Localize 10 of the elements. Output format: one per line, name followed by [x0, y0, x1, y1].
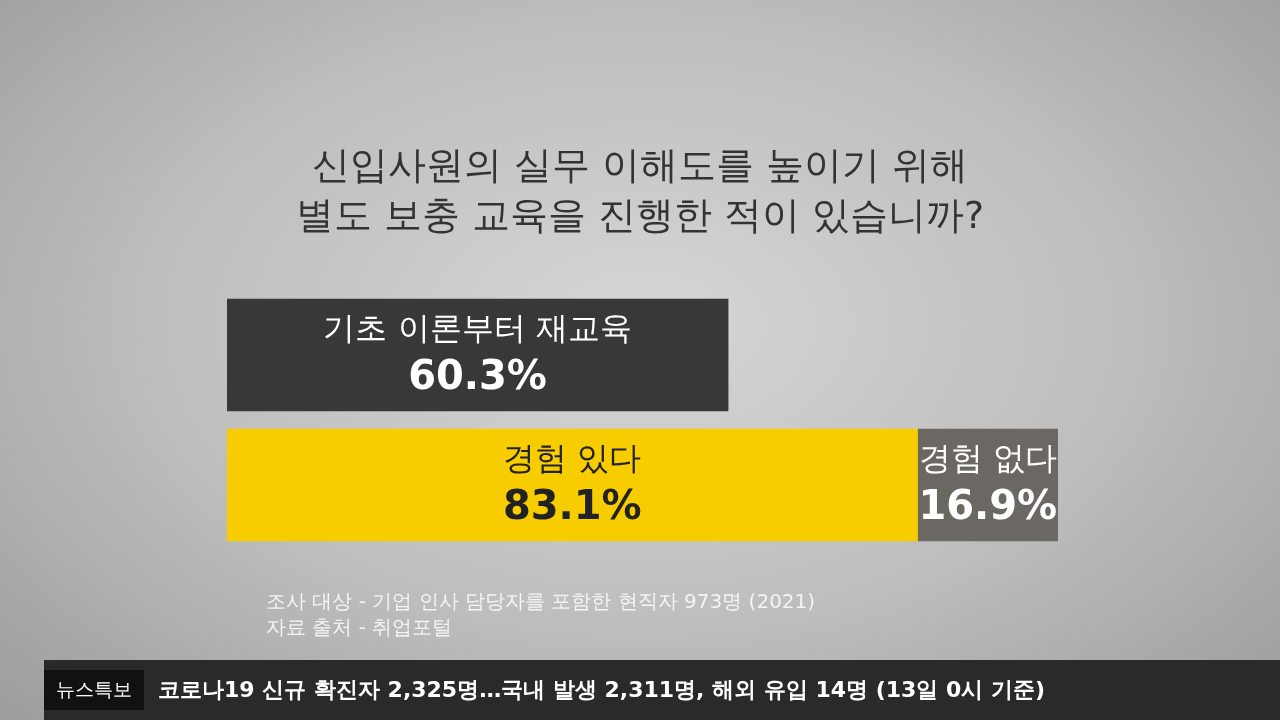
text: 뉴스특보 [44, 670, 144, 710]
series-label: 기초 이론부터 재교육 [323, 309, 632, 348]
chart-title: 신입사원의 실무 이해도를 높이기 위해 별도 보충 교육을 진행한 적이 있습니까? [294, 142, 986, 239]
text: 코로나19 신규 확진자 2,325명…국내 발생 2,311명, 해외 유입 14명 (13일 0시 기준) [158, 676, 1046, 704]
data-label: 83.1% [502, 482, 642, 529]
series-label: 경험 있다 [503, 439, 642, 478]
data-label: 60.3% [408, 352, 547, 399]
series-label: 경험 없다 [918, 439, 1057, 478]
data-label: 16.9% [918, 482, 1058, 529]
text: 자료 출처 - 취업포털 [266, 614, 454, 640]
